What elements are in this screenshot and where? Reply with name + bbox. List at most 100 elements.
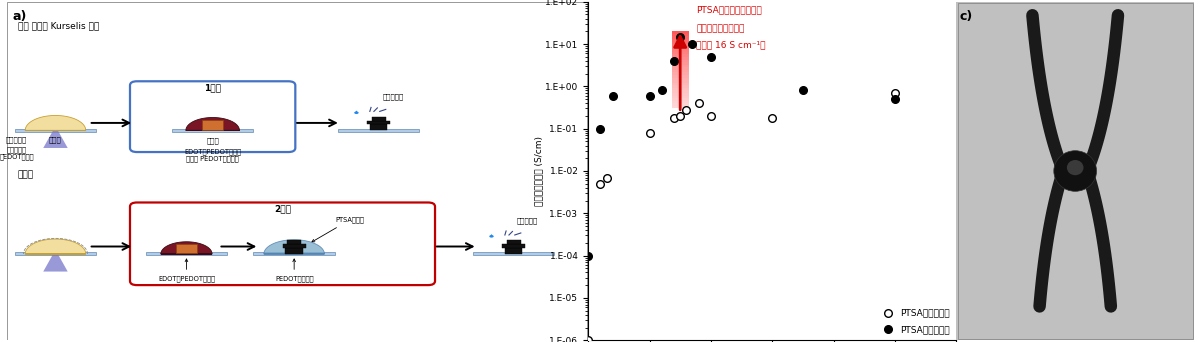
Legend: PTSAドープあり, PTSAドープなし: PTSAドープあり, PTSAドープなし <box>877 307 952 336</box>
PTSAドープなし <box>685 42 700 46</box>
Polygon shape <box>490 235 493 238</box>
Polygon shape <box>672 78 689 80</box>
PTSAドープなし <box>703 55 718 59</box>
Polygon shape <box>672 75 689 78</box>
Bar <box>502 245 526 248</box>
Text: 2段階: 2段階 <box>274 205 292 214</box>
Polygon shape <box>354 111 359 114</box>
PTSAドープあり <box>766 116 780 120</box>
Text: PEDOTのドープ: PEDOTのドープ <box>275 259 313 281</box>
Polygon shape <box>186 118 240 130</box>
Polygon shape <box>672 57 689 60</box>
Text: EDOTをPEDOTへ変換
および PEDOTのドープ: EDOTをPEDOTへ変換 および PEDOTのドープ <box>184 148 241 162</box>
Y-axis label: 層化物の導電率 (S/cm): 層化物の導電率 (S/cm) <box>535 136 544 206</box>
Polygon shape <box>672 42 689 44</box>
Polygon shape <box>672 54 689 57</box>
Text: a): a) <box>13 10 28 23</box>
Bar <box>367 121 390 124</box>
Text: ガラス基板: ガラス基板 <box>6 136 28 143</box>
Text: 先行 研究（ Kurselis ら）: 先行 研究（ Kurselis ら） <box>18 21 98 30</box>
Bar <box>14 252 96 255</box>
Polygon shape <box>672 62 689 65</box>
Polygon shape <box>25 239 85 254</box>
PTSAドープあり <box>667 116 682 120</box>
Polygon shape <box>672 37 689 39</box>
Bar <box>286 248 302 254</box>
PTSAドープなし <box>796 88 810 92</box>
PTSAドープあり <box>642 131 656 135</box>
Ellipse shape <box>1067 160 1084 175</box>
Ellipse shape <box>1054 151 1097 191</box>
Polygon shape <box>672 70 689 73</box>
Polygon shape <box>490 234 493 237</box>
FancyBboxPatch shape <box>130 81 295 152</box>
Bar <box>14 129 96 132</box>
Bar <box>172 129 253 132</box>
PTSAドープなし <box>654 88 668 92</box>
Polygon shape <box>672 96 689 98</box>
PTSAドープなし <box>642 94 656 98</box>
Bar <box>202 120 223 130</box>
PTSAドープなし <box>581 253 595 258</box>
Polygon shape <box>672 80 689 83</box>
Polygon shape <box>672 73 689 75</box>
Text: 光造形: 光造形 <box>49 136 62 143</box>
Text: c): c) <box>960 10 973 23</box>
Text: 化学式: 化学式 <box>206 137 220 144</box>
Polygon shape <box>43 254 67 272</box>
Polygon shape <box>161 242 212 254</box>
PTSAドープあり <box>679 108 694 112</box>
Line: PTSAドープなし: PTSAドープなし <box>584 33 899 260</box>
Polygon shape <box>672 44 689 47</box>
Polygon shape <box>672 65 689 67</box>
Polygon shape <box>672 103 689 106</box>
PTSAドープあり <box>581 338 595 342</box>
PTSAドープなし <box>593 127 607 131</box>
Text: 本研究: 本研究 <box>18 170 34 179</box>
Text: （最大 16 S cm⁻¹）: （最大 16 S cm⁻¹） <box>696 41 766 50</box>
Polygon shape <box>672 83 689 85</box>
Polygon shape <box>672 91 689 93</box>
Bar <box>505 248 522 254</box>
Bar <box>473 252 554 255</box>
Polygon shape <box>672 39 689 42</box>
Text: PTSAドープ処理により: PTSAドープ処理により <box>696 6 762 15</box>
Polygon shape <box>672 47 689 49</box>
Text: PTSA水溶液: PTSA水溶液 <box>312 217 364 242</box>
Polygon shape <box>355 110 358 113</box>
PTSAドープあり <box>673 114 688 118</box>
Text: 1段階: 1段階 <box>204 83 221 92</box>
Polygon shape <box>672 49 689 52</box>
Bar <box>176 244 197 253</box>
Polygon shape <box>672 88 689 91</box>
PTSAドープあり <box>888 91 902 95</box>
Polygon shape <box>264 240 324 254</box>
Bar <box>253 252 335 255</box>
Text: EDOTをPEDOTへ変換: EDOTをPEDOTへ変換 <box>158 259 215 281</box>
PTSAドープあり <box>599 175 613 180</box>
Text: 洗浄と乾燥: 洗浄と乾燥 <box>383 94 403 101</box>
Bar <box>145 252 227 255</box>
Bar <box>370 124 388 130</box>
Polygon shape <box>672 85 689 88</box>
PTSAドープあり <box>691 101 706 105</box>
PTSAドープなし <box>888 97 902 101</box>
Polygon shape <box>672 34 689 37</box>
Polygon shape <box>672 106 689 108</box>
FancyBboxPatch shape <box>130 202 436 285</box>
Polygon shape <box>43 130 67 148</box>
Bar <box>506 240 521 245</box>
PTSAドープなし <box>673 35 688 39</box>
PTSAドープなし <box>606 94 620 98</box>
Polygon shape <box>672 67 689 70</box>
Text: 導電性が大きく向上: 導電性が大きく向上 <box>696 24 744 33</box>
Polygon shape <box>672 101 689 103</box>
Polygon shape <box>672 60 689 62</box>
Bar <box>372 117 385 121</box>
PTSAドープあり <box>703 114 718 118</box>
Bar <box>338 129 419 132</box>
Polygon shape <box>672 93 689 96</box>
Text: 光硬化樹脂
（EDOT含有）: 光硬化樹脂 （EDOT含有） <box>0 146 34 160</box>
PTSAドープなし <box>667 59 682 63</box>
Polygon shape <box>672 31 689 34</box>
